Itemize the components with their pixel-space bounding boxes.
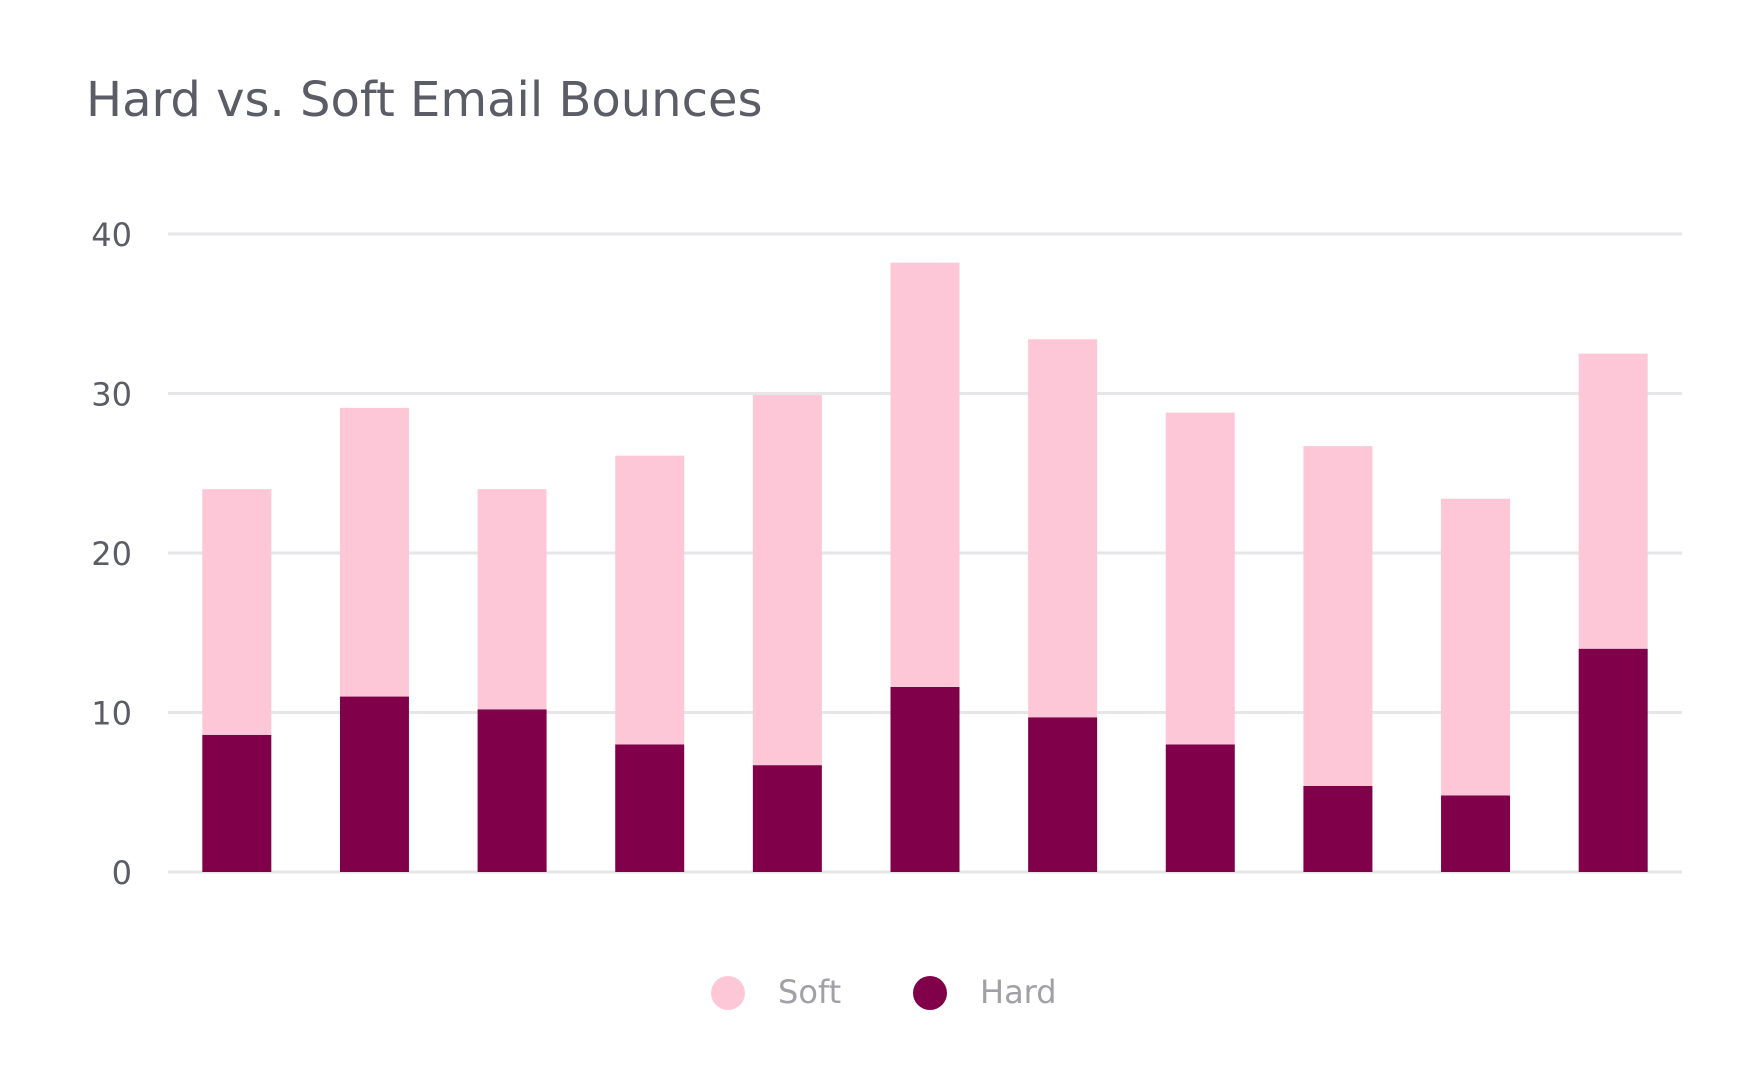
bar-soft — [1441, 498, 1511, 796]
y-tick-label: 20 — [91, 535, 132, 573]
bar-hard — [1165, 744, 1235, 872]
bar-hard — [615, 744, 685, 872]
bar-hard — [752, 765, 822, 872]
legend-marker-soft — [711, 976, 745, 1010]
bar-soft — [339, 407, 409, 697]
bar-hard — [339, 696, 409, 872]
y-tick-label: 30 — [91, 376, 132, 414]
bar-soft — [1303, 446, 1373, 786]
bar-hard — [1028, 717, 1098, 872]
bar-soft — [1028, 339, 1098, 718]
bar-hard — [202, 734, 272, 872]
bar-soft — [890, 262, 960, 687]
bar-hard — [890, 686, 960, 872]
bar-soft — [1578, 353, 1648, 649]
bar-soft — [615, 455, 685, 745]
bar-soft — [477, 489, 547, 710]
y-tick-label: 40 — [91, 216, 132, 254]
y-tick-label: 0 — [112, 854, 132, 892]
legend-label-soft: Soft — [778, 973, 841, 1011]
bar-hard — [1578, 648, 1648, 872]
bar-soft — [202, 489, 272, 735]
bar-hard — [1303, 785, 1373, 872]
legend-marker-hard — [913, 976, 947, 1010]
chart-title: Hard vs. Soft Email Bounces — [86, 72, 763, 128]
y-tick-label: 10 — [91, 695, 132, 733]
legend-label-hard: Hard — [980, 973, 1057, 1011]
bar-soft — [1165, 412, 1235, 745]
bar-soft — [752, 395, 822, 766]
bar-hard — [1441, 795, 1511, 872]
bar-hard — [477, 709, 547, 872]
